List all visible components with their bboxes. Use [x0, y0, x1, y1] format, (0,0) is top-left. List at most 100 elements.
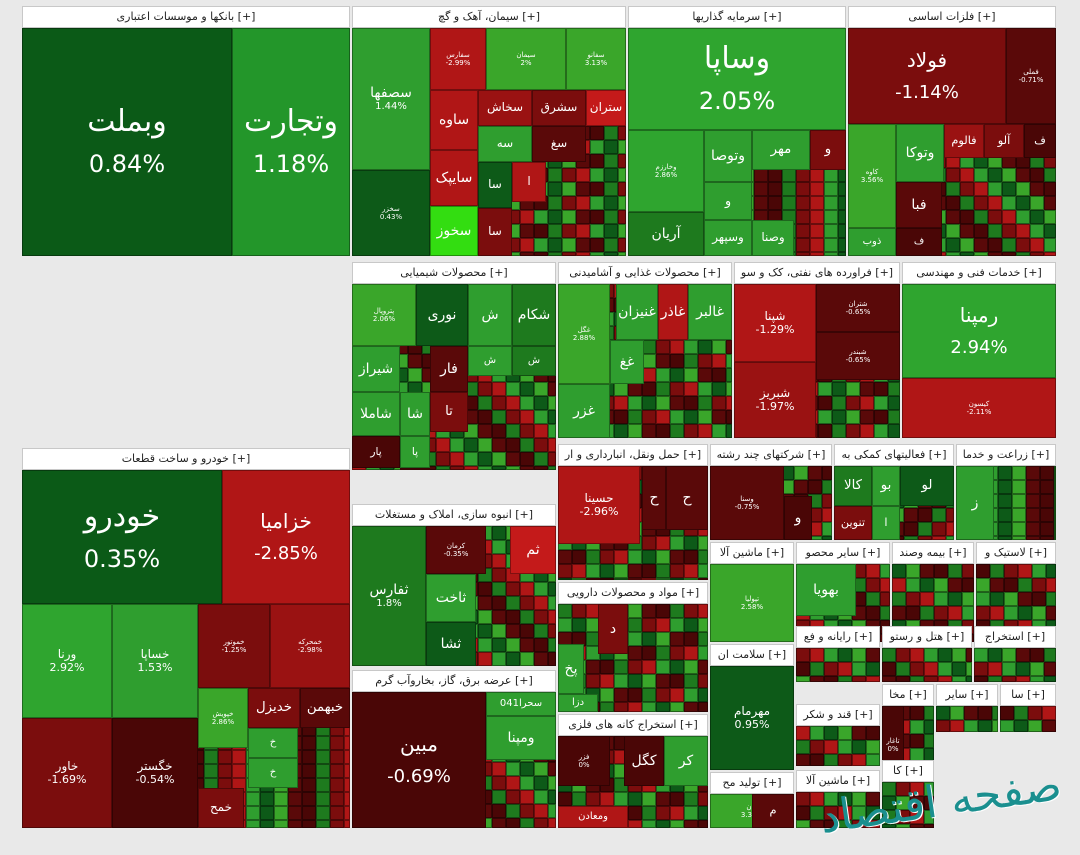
minor-stock-tile[interactable]: [534, 466, 548, 470]
stock-tile[interactable]: شکام: [512, 284, 556, 346]
minor-stock-tile[interactable]: [628, 702, 642, 712]
minor-stock-tile[interactable]: [754, 196, 768, 210]
minor-stock-tile[interactable]: [1030, 196, 1044, 210]
minor-stock-tile[interactable]: [576, 252, 590, 256]
minor-stock-tile[interactable]: [628, 564, 642, 578]
minor-stock-tile[interactable]: [910, 676, 924, 682]
minor-stock-tile[interactable]: [906, 564, 920, 578]
minor-stock-tile[interactable]: [726, 368, 732, 382]
minor-stock-tile[interactable]: [1030, 252, 1044, 256]
minor-stock-tile[interactable]: [882, 676, 896, 682]
sector-header[interactable]: تولید مح [+]: [710, 772, 794, 794]
minor-stock-tile[interactable]: [768, 196, 782, 210]
minor-stock-tile[interactable]: [1046, 578, 1056, 592]
minor-stock-tile[interactable]: [548, 396, 556, 410]
minor-stock-tile[interactable]: [810, 168, 824, 182]
minor-stock-tile[interactable]: [988, 648, 1002, 662]
minor-stock-tile[interactable]: [698, 396, 712, 410]
minor-stock-tile[interactable]: [1054, 508, 1056, 522]
minor-stock-tile[interactable]: [1028, 720, 1042, 732]
stock-tile[interactable]: سخزر 0.43%: [352, 170, 430, 256]
minor-stock-tile[interactable]: [990, 578, 1004, 592]
minor-stock-tile[interactable]: [492, 554, 506, 568]
minor-stock-tile[interactable]: [330, 792, 344, 806]
minor-stock-tile[interactable]: [520, 466, 534, 470]
minor-stock-tile[interactable]: [1044, 252, 1056, 256]
minor-stock-tile[interactable]: [1002, 662, 1016, 676]
minor-stock-tile[interactable]: [822, 466, 832, 480]
minor-stock-tile[interactable]: [604, 224, 618, 238]
minor-stock-tile[interactable]: [642, 632, 656, 646]
minor-stock-tile[interactable]: [866, 606, 880, 620]
minor-stock-tile[interactable]: [618, 196, 626, 210]
minor-stock-tile[interactable]: [260, 806, 274, 820]
minor-stock-tile[interactable]: [866, 648, 880, 662]
minor-stock-tile[interactable]: [846, 396, 860, 410]
minor-stock-tile[interactable]: [656, 340, 670, 354]
minor-stock-tile[interactable]: [204, 750, 218, 764]
sector-header[interactable]: استخراج [+]: [974, 626, 1056, 648]
minor-stock-tile[interactable]: [478, 424, 492, 438]
minor-stock-tile[interactable]: [1044, 662, 1056, 676]
minor-stock-tile[interactable]: [534, 252, 548, 256]
minor-stock-tile[interactable]: [628, 660, 642, 674]
minor-stock-tile[interactable]: [992, 706, 998, 720]
stock-tile[interactable]: کالا: [834, 466, 872, 506]
minor-stock-tile[interactable]: [1016, 662, 1030, 676]
minor-stock-tile[interactable]: [642, 340, 656, 354]
minor-stock-tile[interactable]: [838, 662, 852, 676]
stock-tile[interactable]: پتروپال 2.06%: [352, 284, 416, 346]
minor-stock-tile[interactable]: [1016, 168, 1030, 182]
minor-stock-tile[interactable]: [918, 536, 932, 540]
minor-stock-tile[interactable]: [866, 676, 880, 682]
minor-stock-tile[interactable]: [936, 706, 950, 720]
minor-stock-tile[interactable]: [824, 238, 838, 252]
minor-stock-tile[interactable]: [698, 536, 708, 550]
minor-stock-tile[interactable]: [520, 638, 534, 652]
minor-stock-tile[interactable]: [1040, 466, 1054, 480]
stock-tile[interactable]: آریا: [400, 468, 430, 470]
minor-stock-tile[interactable]: [698, 632, 708, 646]
minor-stock-tile[interactable]: [614, 674, 628, 688]
minor-stock-tile[interactable]: [600, 674, 614, 688]
minor-stock-tile[interactable]: [952, 648, 966, 662]
minor-stock-tile[interactable]: [1012, 508, 1026, 522]
minor-stock-tile[interactable]: [506, 804, 520, 818]
minor-stock-tile[interactable]: [962, 592, 974, 606]
minor-stock-tile[interactable]: [408, 368, 422, 382]
minor-stock-tile[interactable]: [810, 740, 824, 754]
minor-stock-tile[interactable]: [698, 646, 708, 660]
minor-stock-tile[interactable]: [618, 140, 626, 154]
minor-stock-tile[interactable]: [1044, 648, 1056, 662]
minor-stock-tile[interactable]: [548, 168, 562, 182]
minor-stock-tile[interactable]: [782, 196, 796, 210]
minor-stock-tile[interactable]: [824, 168, 838, 182]
minor-stock-tile[interactable]: [656, 564, 670, 578]
minor-stock-tile[interactable]: [534, 238, 548, 252]
minor-stock-tile[interactable]: [948, 592, 962, 606]
minor-stock-tile[interactable]: [590, 140, 604, 154]
minor-stock-tile[interactable]: [520, 252, 534, 256]
minor-stock-tile[interactable]: [684, 368, 698, 382]
minor-stock-tile[interactable]: [534, 596, 548, 610]
minor-stock-tile[interactable]: [934, 592, 948, 606]
minor-stock-tile[interactable]: [562, 238, 576, 252]
minor-stock-tile[interactable]: [576, 238, 590, 252]
minor-stock-tile[interactable]: [656, 604, 670, 618]
minor-stock-tile[interactable]: [1026, 480, 1040, 494]
minor-stock-tile[interactable]: [998, 494, 1012, 508]
minor-stock-tile[interactable]: [330, 736, 344, 750]
minor-stock-tile[interactable]: [600, 550, 614, 564]
minor-stock-tile[interactable]: [302, 820, 316, 828]
minor-stock-tile[interactable]: [506, 818, 520, 828]
minor-stock-tile[interactable]: [978, 706, 992, 720]
minor-stock-tile[interactable]: [726, 424, 732, 438]
sector-header[interactable]: قند و شکر [+]: [796, 704, 880, 726]
minor-stock-tile[interactable]: [910, 720, 924, 734]
sector-header[interactable]: محصولات غذایی و آشامیدنی [+]: [558, 262, 732, 284]
minor-stock-tile[interactable]: [726, 340, 732, 354]
minor-stock-tile[interactable]: [1032, 606, 1046, 620]
minor-stock-tile[interactable]: [656, 674, 670, 688]
sector-header[interactable]: حمل ونقل، انبارداری و ار [+]: [558, 444, 708, 466]
stock-tile[interactable]: مبین -0.69%: [352, 692, 486, 828]
